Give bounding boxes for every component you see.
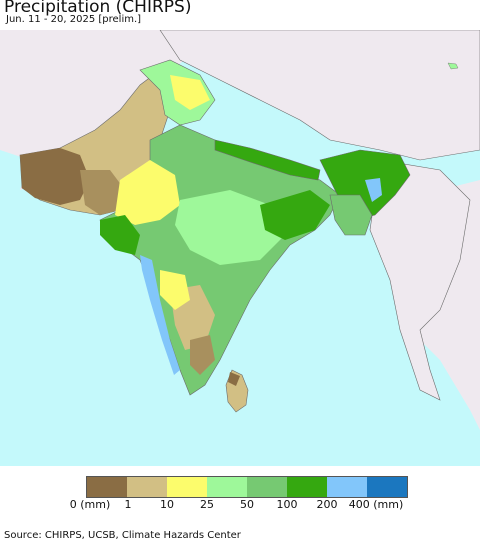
region-sindh (80, 170, 125, 215)
legend-labels: 0 (mm) 1 10 25 50 100 200 400 (mm) (0, 498, 480, 512)
region-ne-blue (365, 178, 382, 202)
region-baluchistan (20, 148, 90, 205)
legend-bar (86, 476, 408, 498)
map-subtitle: Jun. 11 - 20, 2025 [prelim.] (6, 14, 142, 25)
region-gujarat (100, 215, 140, 255)
region-ladakh (170, 75, 210, 110)
island (447, 62, 459, 70)
region-sri-lanka-dry (228, 372, 240, 386)
legend-swatch-1 (87, 477, 127, 497)
region-south-dry (190, 335, 215, 375)
legend-swatch-4 (207, 477, 247, 497)
region-central (175, 190, 285, 265)
legend-label-5: 100 (276, 498, 298, 511)
source-credit: Source: CHIRPS, UCSB, Climate Hazards Ce… (4, 530, 241, 541)
region-rajasthan (115, 160, 180, 225)
land-tibet (159, 30, 480, 161)
map-title: Precipitation (CHIRPS) (4, 0, 192, 17)
region-nepal (214, 139, 321, 181)
region-west-coast (140, 255, 180, 375)
land-myanmar (369, 159, 471, 401)
region-east-green (260, 190, 330, 240)
region-deccan-yellow (160, 270, 190, 310)
legend-swatch-8 (367, 477, 407, 497)
legend-label-0: 0 (mm) (69, 498, 111, 511)
legend-label-4: 50 (240, 498, 254, 511)
legend-label-6: 200 (316, 498, 338, 511)
legend-swatch-2 (127, 477, 167, 497)
legend-label-1: 1 (124, 498, 132, 511)
region-bangladesh (329, 194, 373, 236)
legend-swatch-7 (327, 477, 367, 497)
legend-label-7: 400 (mm) (348, 498, 404, 511)
precipitation-map (0, 30, 480, 466)
legend-label-2: 10 (160, 498, 174, 511)
legend-swatch-6 (287, 477, 327, 497)
legend-swatch-3 (167, 477, 207, 497)
legend-label-3: 25 (200, 498, 214, 511)
legend-swatch-5 (247, 477, 287, 497)
